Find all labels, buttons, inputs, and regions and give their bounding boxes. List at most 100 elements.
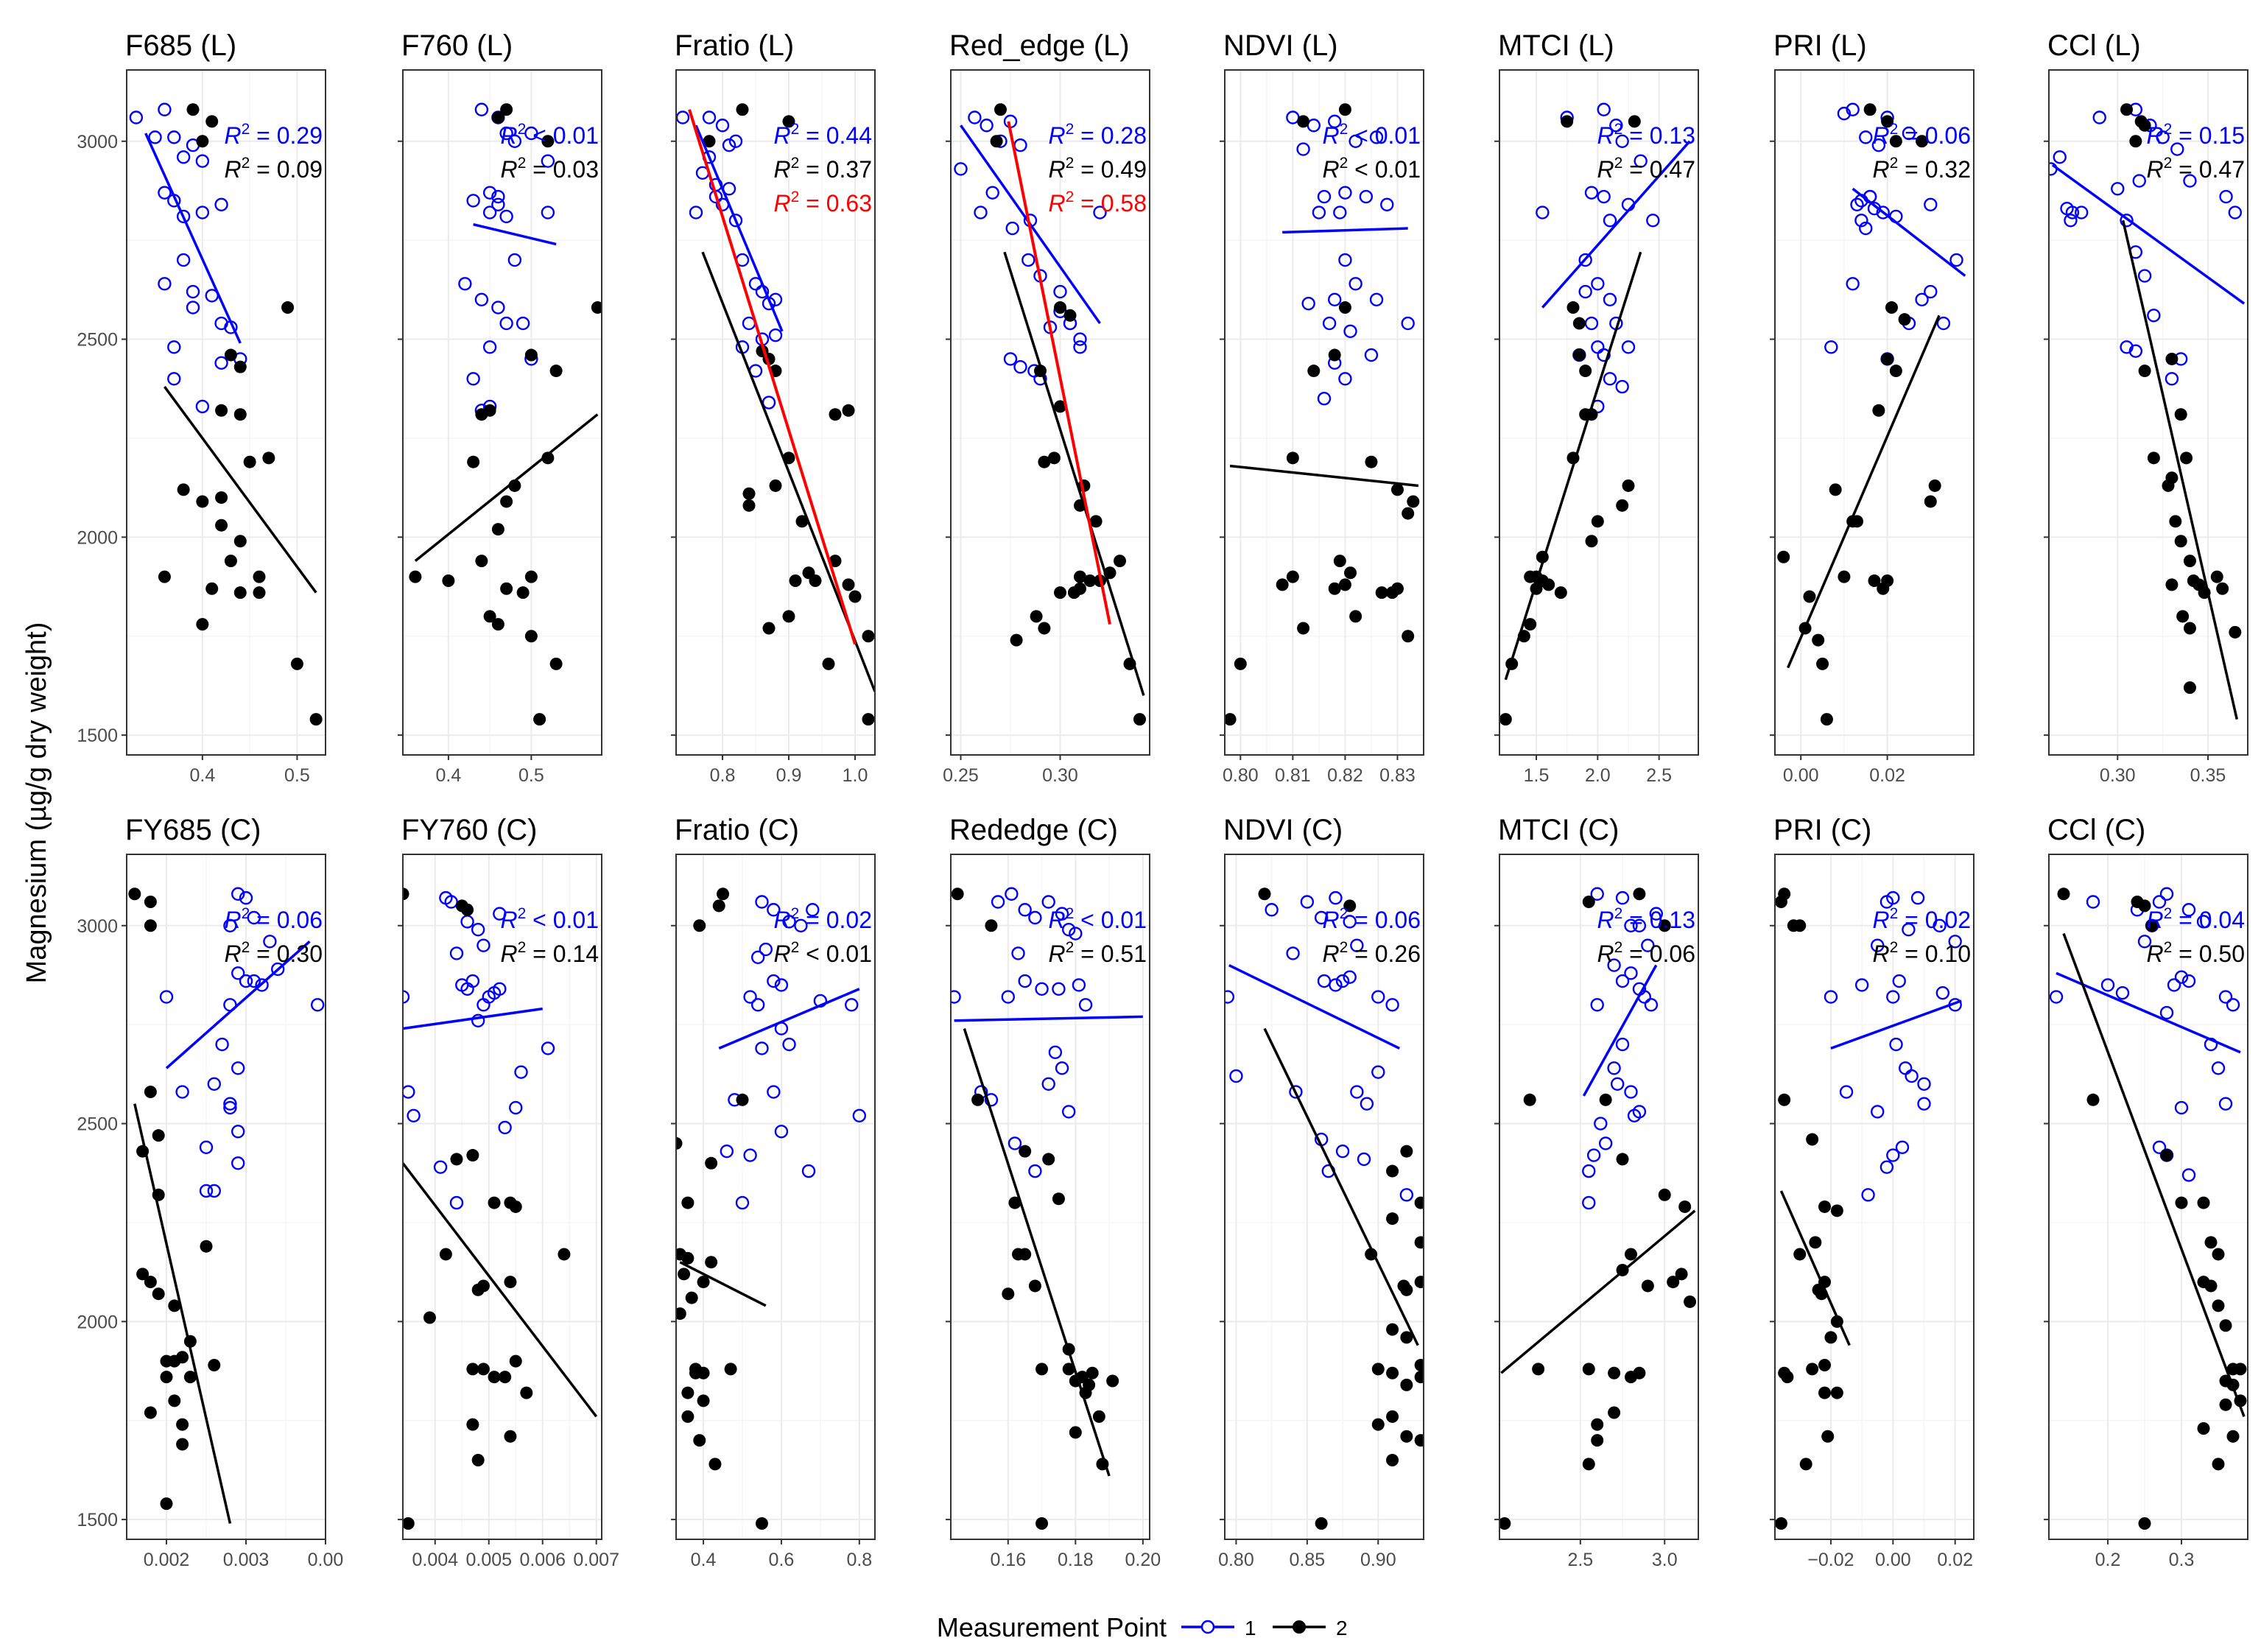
point-series-2: [1591, 1434, 1604, 1447]
point-series-1: [214, 197, 228, 211]
x-tick-label: 0.4: [435, 765, 461, 786]
point-series-2: [1793, 1248, 1807, 1261]
point-series-1: [1644, 998, 1659, 1012]
point-series-2: [186, 103, 200, 116]
point-series-2: [439, 1248, 452, 1261]
point-series-2: [1599, 1093, 1612, 1106]
x-tick-label: 2.0: [1585, 765, 1611, 786]
point-series-2: [1012, 1248, 1025, 1261]
point-series-2: [483, 610, 496, 623]
y-tick-label: 2500: [77, 1114, 118, 1135]
fit-line-series-1: [695, 124, 784, 332]
point-series-1: [1225, 990, 1235, 1004]
point-series-2: [2197, 1196, 2210, 1209]
fit-line-series-2: [1787, 314, 1941, 669]
panel-title: NDVI (C): [1223, 814, 1343, 846]
point-series-1: [474, 292, 489, 306]
point-series-1: [1364, 348, 1379, 362]
point-series-1: [516, 316, 530, 331]
point-series-1: [2053, 150, 2067, 164]
fit-line-series-1: [2056, 971, 2241, 1054]
point-series-1: [735, 1195, 750, 1210]
fit-line-series-2: [1500, 1209, 1696, 1374]
point-series-1: [1610, 1077, 1625, 1091]
point-series-2: [705, 1256, 718, 1269]
point-series-2: [742, 499, 756, 512]
point-series-2: [822, 657, 835, 670]
r-squared-label: R2 = 0.32: [1872, 155, 1971, 183]
point-series-1: [1641, 938, 1655, 952]
r-squared-label: R2 < 0.01: [1322, 121, 1421, 149]
point-series-1: [774, 1125, 789, 1139]
legend-label-2: 2: [1336, 1617, 1348, 1639]
point-series-1: [1915, 292, 1929, 306]
r-squared-label: R2 = 0.58: [1048, 189, 1147, 217]
point-series-1: [499, 316, 513, 331]
point-series-2: [1851, 515, 1864, 528]
point-series-1: [1048, 1045, 1063, 1059]
point-series-1: [1886, 990, 1900, 1004]
point-series-1: [1078, 998, 1093, 1012]
point-series-1: [158, 186, 172, 200]
fit-line-series-1: [1852, 187, 1966, 277]
panel-plot-area: [128, 887, 325, 1524]
point-series-1: [167, 130, 181, 144]
point-series-2: [1582, 1363, 1595, 1376]
point-series-1: [311, 998, 325, 1012]
panel-8: 0.30 0.35 CCl (L) R2 = 0.15 R2 = 0.47: [2044, 29, 2248, 786]
point-series-1: [541, 205, 555, 219]
point-series-1: [215, 1037, 229, 1052]
point-series-2: [144, 1406, 157, 1419]
point-series-2: [183, 1371, 197, 1384]
point-series-1: [471, 1013, 485, 1027]
point-series-1: [231, 1061, 245, 1075]
panel-frame: [950, 854, 1150, 1540]
point-series-2: [1885, 301, 1898, 314]
x-tick-label: 0.30: [1042, 765, 1078, 786]
x-tick-label: 0.20: [1125, 1550, 1161, 1570]
point-series-2: [2180, 451, 2193, 465]
point-series-1: [1586, 1148, 1601, 1162]
point-series-2: [471, 1453, 485, 1466]
point-series-2: [205, 115, 219, 128]
panel-7: 0.00 0.02 PRI (L) R2 = 0.06 R2 = 0.32: [1770, 29, 1975, 786]
point-series-1: [1854, 978, 1869, 992]
x-tick-label: 0.4: [691, 1550, 717, 1570]
point-series-2: [1818, 1386, 1831, 1399]
point-series-2: [1524, 570, 1537, 583]
point-series-1: [1073, 340, 1087, 354]
point-series-1: [1053, 284, 1067, 299]
r-squared-label: R2 = 0.28: [1048, 121, 1147, 149]
point-series-1: [514, 1065, 528, 1079]
point-series-2: [2219, 1319, 2232, 1332]
point-series-1: [2167, 978, 2181, 992]
point-series-1: [263, 935, 277, 949]
point-series-1: [2086, 895, 2100, 909]
point-series-2: [1806, 1133, 1819, 1146]
panel-frame: [2048, 69, 2248, 756]
point-series-2: [491, 618, 504, 631]
point-series-2: [160, 1371, 173, 1384]
panel-title: MTCI (L): [1498, 29, 1614, 62]
point-series-2: [491, 111, 504, 124]
point-series-1: [1895, 1140, 1910, 1155]
point-series-1: [1312, 205, 1326, 219]
panel-plot-area: [403, 887, 598, 1530]
point-series-2: [144, 919, 157, 932]
point-series-1: [1886, 890, 1900, 905]
point-series-1: [1609, 119, 1623, 133]
point-series-2: [2174, 535, 2187, 548]
point-series-1: [1850, 197, 1864, 211]
x-tick-label: 0.16: [990, 1550, 1026, 1570]
point-series-1: [1350, 938, 1364, 952]
point-series-1: [474, 102, 489, 116]
point-series-2: [1402, 507, 1415, 520]
point-series-1: [507, 134, 522, 148]
point-series-2: [1042, 1153, 1055, 1166]
point-series-2: [2174, 408, 2187, 421]
point-series-1: [1584, 186, 1599, 200]
point-series-2: [789, 574, 802, 587]
point-series-2: [1338, 103, 1351, 116]
panel-frame: [1774, 69, 1975, 756]
